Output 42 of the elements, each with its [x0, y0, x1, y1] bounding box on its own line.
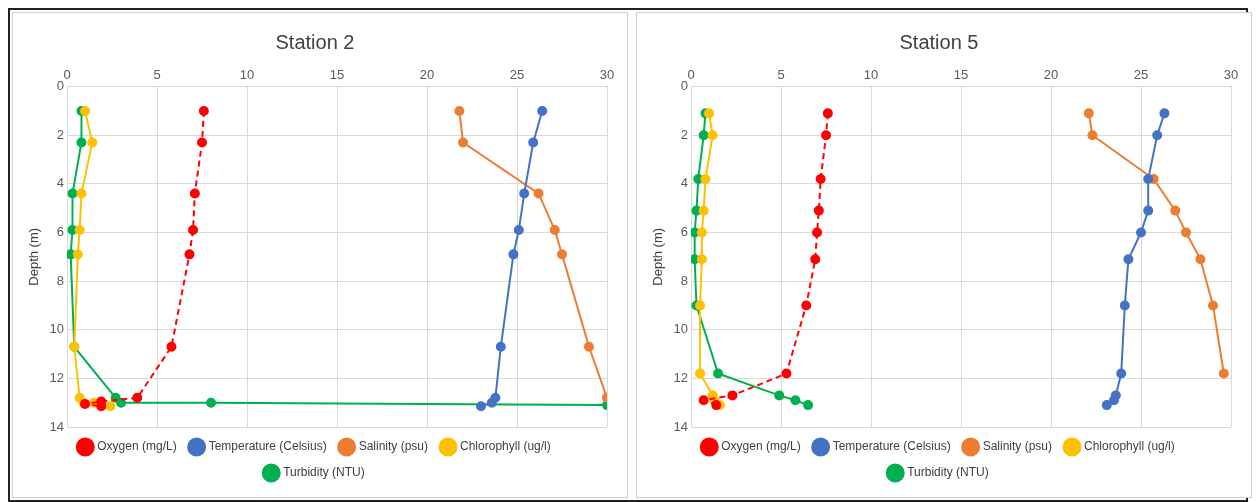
y-tick-label: 4 [56, 175, 65, 191]
y-tick-label: 10 [49, 321, 65, 337]
y-tick-label: 0 [680, 78, 689, 94]
x-tick-label: 15 [953, 67, 969, 83]
y-tick-label: 8 [680, 272, 689, 288]
legend-label: Salinity (psu) [358, 439, 429, 454]
legend-label: Oxygen (mg/L) [97, 439, 177, 454]
y-tick-label: 8 [56, 272, 65, 288]
y-tick-label: 10 [673, 321, 689, 337]
legend-label: Temperature (Celsius) [832, 439, 951, 454]
y-tick-label: 12 [49, 369, 65, 385]
x-tick-label: 5 [153, 67, 161, 83]
y-tick-label: 12 [673, 369, 689, 385]
x-tick-label: 25 [509, 67, 525, 83]
x-tick-label: 10 [239, 67, 255, 83]
legend-label: Temperature (Celsius) [208, 439, 327, 454]
y-axis-title: Depth (m) [650, 227, 666, 286]
y-tick-label: 14 [49, 418, 65, 434]
x-tick-label: 5 [777, 67, 785, 83]
y-tick-label: 2 [56, 126, 65, 142]
x-tick-label: 20 [1043, 67, 1059, 83]
legend-label: Turbidity (NTU) [283, 465, 365, 480]
y-tick-label: 2 [680, 126, 689, 142]
x-tick-label: 30 [1223, 67, 1239, 83]
x-tick-label: 15 [329, 67, 345, 83]
x-tick-label: 30 [599, 67, 615, 83]
legend-label: Salinity (psu) [982, 439, 1053, 454]
y-tick-label: 14 [673, 418, 689, 434]
legend-label: Chlorophyll (ug/l) [1084, 439, 1175, 454]
y-tick-label: 0 [56, 78, 65, 94]
legend-label: Oxygen (mg/L) [721, 439, 801, 454]
y-tick-label: 6 [56, 224, 65, 240]
chart-title: Station 2 [275, 30, 355, 53]
x-tick-label: 20 [419, 67, 435, 83]
legend-label: Chlorophyll (ug/l) [460, 439, 551, 454]
x-tick-label: 25 [1133, 67, 1149, 83]
y-tick-label: 4 [680, 175, 689, 191]
x-tick-label: 10 [863, 67, 879, 83]
y-tick-label: 6 [680, 224, 689, 240]
y-axis-title: Depth (m) [26, 227, 42, 286]
chart-title: Station 5 [899, 30, 979, 53]
legend-label: Turbidity (NTU) [907, 465, 989, 480]
